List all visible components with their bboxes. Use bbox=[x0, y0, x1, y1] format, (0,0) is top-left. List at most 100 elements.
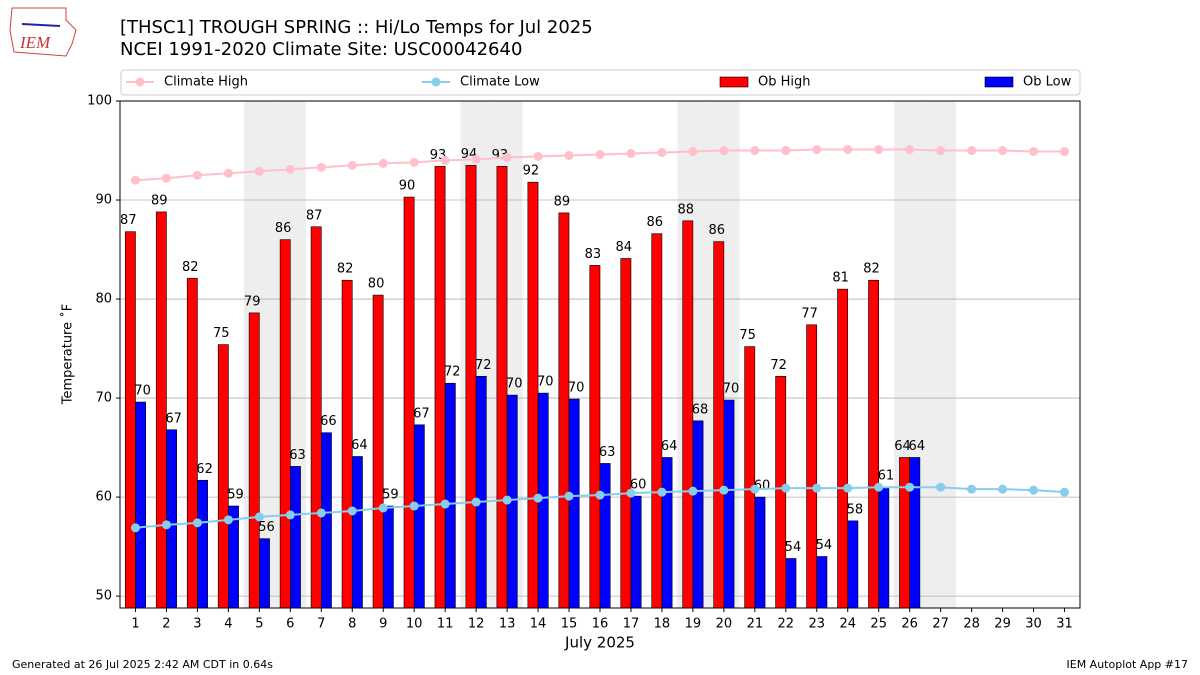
bar-value-label: 77 bbox=[801, 306, 818, 321]
logo-line bbox=[21, 23, 61, 27]
climate-point bbox=[254, 166, 264, 176]
legend-box bbox=[120, 69, 1081, 96]
climate-point bbox=[657, 487, 667, 497]
x-tick-label: 30 bbox=[1025, 617, 1042, 632]
bar-value-label: 72 bbox=[444, 365, 461, 380]
bar bbox=[589, 265, 601, 609]
bar-value-label: 68 bbox=[692, 402, 709, 417]
x-tick-label: 28 bbox=[963, 617, 980, 632]
climate-point bbox=[905, 482, 915, 492]
bar bbox=[630, 495, 642, 609]
x-tick-label: 14 bbox=[530, 617, 547, 632]
x-tick-label: 2 bbox=[162, 617, 170, 632]
climate-point bbox=[254, 512, 264, 522]
bar bbox=[372, 294, 384, 609]
bar-value-label: 80 bbox=[368, 277, 385, 292]
bar-value-label: 67 bbox=[413, 406, 430, 421]
x-tick-label: 6 bbox=[286, 617, 294, 632]
footer-left: Generated at 26 Jul 2025 2:42 AM CDT in … bbox=[12, 658, 273, 671]
bar-value-label: 67 bbox=[165, 411, 182, 426]
legend-label: Climate High bbox=[164, 75, 248, 90]
bar-value-label: 79 bbox=[244, 294, 261, 309]
y-tick-label: 50 bbox=[95, 589, 112, 604]
climate-point bbox=[130, 175, 140, 185]
y-tick-label: 80 bbox=[95, 292, 112, 307]
x-tick-label: 25 bbox=[870, 617, 887, 632]
bar-value-label: 60 bbox=[630, 478, 647, 493]
x-tick-label: 4 bbox=[224, 617, 232, 632]
bar bbox=[816, 556, 828, 609]
climate-point bbox=[161, 520, 171, 530]
bar-value-label: 70 bbox=[537, 375, 554, 390]
climate-point bbox=[161, 173, 171, 183]
climate-point bbox=[688, 486, 698, 496]
bar-value-label: 70 bbox=[134, 384, 151, 399]
bar bbox=[351, 456, 363, 609]
x-tick-label: 24 bbox=[839, 617, 856, 632]
climate-point bbox=[378, 158, 388, 168]
weekend-shade bbox=[925, 101, 957, 608]
climate-point bbox=[812, 483, 822, 493]
x-tick-label: 17 bbox=[623, 617, 640, 632]
bar-value-label: 86 bbox=[708, 223, 725, 238]
x-tick-label: 9 bbox=[379, 617, 387, 632]
logo-text: IEM bbox=[19, 33, 51, 52]
bar-value-label: 82 bbox=[863, 262, 880, 277]
climate-point bbox=[533, 151, 543, 161]
bar-value-label: 88 bbox=[677, 202, 694, 217]
legend-swatch bbox=[984, 76, 1014, 88]
bar bbox=[259, 538, 270, 609]
bar bbox=[290, 466, 301, 609]
climate-point bbox=[471, 154, 481, 164]
climate-point bbox=[843, 483, 853, 493]
bar-value-label: 58 bbox=[847, 502, 864, 517]
climate-point bbox=[409, 157, 419, 167]
legend-label: Ob Low bbox=[1023, 75, 1072, 90]
bar-value-label: 84 bbox=[616, 240, 633, 255]
footer-right: IEM Autoplot App #17 bbox=[1067, 658, 1189, 671]
x-tick-label: 26 bbox=[901, 617, 918, 632]
x-tick-label: 15 bbox=[561, 617, 578, 632]
climate-point bbox=[905, 145, 915, 155]
bar bbox=[434, 166, 446, 609]
climate-point bbox=[440, 499, 450, 509]
bar-value-label: 87 bbox=[306, 208, 323, 223]
bar bbox=[465, 165, 477, 609]
bar bbox=[558, 212, 570, 609]
bar-value-label: 59 bbox=[382, 488, 399, 503]
bar-value-label: 63 bbox=[599, 445, 616, 460]
bar bbox=[899, 457, 910, 609]
bar bbox=[847, 520, 859, 609]
x-tick-label: 18 bbox=[654, 617, 671, 632]
bar-value-label: 89 bbox=[151, 193, 168, 208]
climate-point bbox=[285, 510, 295, 520]
x-tick-label: 3 bbox=[193, 617, 201, 632]
bar-value-label: 64 bbox=[351, 438, 368, 453]
climate-point bbox=[719, 485, 729, 495]
bar bbox=[248, 312, 260, 609]
climate-point bbox=[1060, 147, 1070, 157]
x-tick-label: 16 bbox=[592, 617, 609, 632]
climate-point bbox=[781, 146, 791, 156]
climate-point bbox=[378, 503, 388, 513]
climate-point bbox=[347, 160, 357, 170]
climate-point bbox=[533, 493, 543, 503]
bar-value-label: 70 bbox=[568, 381, 585, 396]
climate-point bbox=[936, 482, 946, 492]
climate-point bbox=[750, 146, 760, 156]
x-tick-label: 31 bbox=[1056, 617, 1073, 632]
bar-value-label: 70 bbox=[506, 377, 523, 392]
x-tick-label: 20 bbox=[716, 617, 733, 632]
bar bbox=[197, 479, 208, 609]
climate-point bbox=[1029, 485, 1039, 495]
climate-point bbox=[471, 497, 481, 507]
x-tick-label: 11 bbox=[437, 617, 454, 632]
bar-value-label: 64 bbox=[661, 439, 678, 454]
bar-value-label: 64 bbox=[894, 439, 911, 454]
x-tick-label: 13 bbox=[499, 617, 516, 632]
climate-point bbox=[781, 483, 791, 493]
bar bbox=[754, 496, 766, 609]
x-tick-label: 21 bbox=[747, 617, 764, 632]
climate-point bbox=[130, 523, 140, 533]
climate-point bbox=[936, 146, 946, 156]
